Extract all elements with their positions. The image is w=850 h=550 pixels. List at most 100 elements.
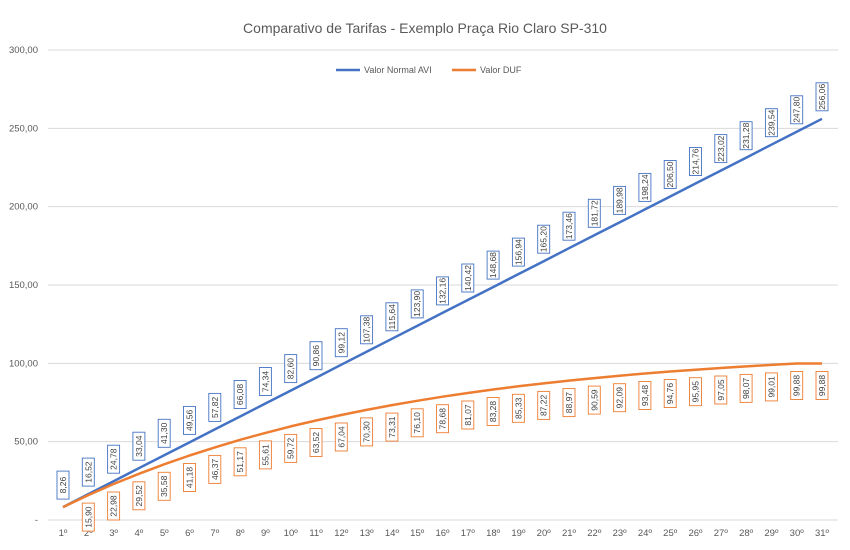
x-tick-label: 29º bbox=[764, 528, 779, 539]
data-label-text: 87,22 bbox=[539, 394, 549, 416]
data-label-text: 51,17 bbox=[235, 451, 245, 473]
x-tick-label: 8º bbox=[236, 528, 245, 539]
x-tick-label: 27º bbox=[714, 528, 729, 539]
data-label-text: 76,10 bbox=[412, 412, 422, 434]
data-label-text: 99,88 bbox=[792, 375, 802, 397]
data-label-text: 83,28 bbox=[488, 401, 498, 423]
data-label-avi: 123,90 bbox=[410, 289, 424, 319]
data-label-box bbox=[689, 377, 702, 407]
data-label-box bbox=[537, 224, 551, 254]
data-label-avi: 57,82 bbox=[208, 392, 222, 422]
x-tick-label: 26º bbox=[688, 528, 703, 539]
data-label-duf: 94,76 bbox=[663, 379, 677, 408]
data-label-box bbox=[132, 431, 146, 461]
data-label-avi: 115,64 bbox=[385, 302, 399, 332]
data-label-avi: 49,56 bbox=[183, 405, 196, 435]
data-label-box bbox=[107, 444, 121, 474]
data-label-avi: 107,38 bbox=[360, 315, 374, 345]
data-label-box bbox=[132, 481, 146, 511]
data-label-text: 15,90 bbox=[83, 506, 93, 528]
y-tick-label: 50,00 bbox=[14, 437, 38, 448]
data-label-duf: 87,22 bbox=[537, 390, 551, 420]
data-label-text: 165,20 bbox=[539, 226, 549, 252]
y-tick-label: 250,00 bbox=[9, 123, 38, 134]
data-label-box bbox=[511, 393, 525, 423]
x-tick-label: 17º bbox=[461, 528, 476, 539]
data-label-box bbox=[815, 371, 829, 400]
data-label-avi: 247,80 bbox=[790, 95, 804, 125]
data-label-duf: 88,97 bbox=[562, 388, 576, 418]
data-label-box bbox=[739, 373, 753, 403]
data-label-duf: 83,28 bbox=[486, 397, 500, 426]
data-label-box bbox=[208, 454, 222, 484]
data-label-text: 41,18 bbox=[185, 467, 195, 489]
data-label-text: 231,28 bbox=[741, 122, 751, 148]
data-label-box bbox=[360, 417, 374, 447]
data-label-duf: 95,95 bbox=[689, 377, 702, 407]
data-label-text: 99,01 bbox=[766, 376, 776, 398]
data-label-duf: 67,04 bbox=[334, 422, 348, 452]
data-label-avi: 90,86 bbox=[309, 341, 323, 371]
y-tick-label: 200,00 bbox=[9, 202, 38, 213]
x-tick-label: 28º bbox=[739, 528, 754, 539]
data-label-box bbox=[764, 372, 778, 402]
data-label-text: 99,12 bbox=[336, 332, 346, 354]
data-label-text: 98,07 bbox=[741, 377, 751, 399]
x-tick-label: 2º bbox=[84, 528, 93, 539]
data-label-box bbox=[638, 381, 652, 410]
data-label-avi: 148,68 bbox=[486, 250, 500, 280]
data-label-text: 256,06 bbox=[817, 84, 827, 110]
data-label-text: 99,88 bbox=[817, 375, 827, 397]
data-label-text: 198,24 bbox=[640, 174, 650, 200]
x-tick-label: 3º bbox=[109, 528, 118, 539]
data-label-avi: 181,72 bbox=[587, 198, 601, 228]
data-label-avi: 223,02 bbox=[714, 134, 728, 164]
data-label-box bbox=[613, 185, 627, 215]
data-label-box bbox=[461, 263, 475, 293]
data-label-box bbox=[790, 371, 804, 400]
data-label-box bbox=[208, 392, 222, 422]
x-tick-label: 15º bbox=[410, 528, 425, 539]
data-label-text: 181,72 bbox=[589, 200, 599, 226]
data-label-text: 140,42 bbox=[463, 265, 473, 291]
data-label-duf: 90,59 bbox=[587, 385, 601, 415]
data-label-avi: 140,42 bbox=[461, 263, 475, 293]
x-axis: 1º 2º 3º 4º 5º 6º 7º 8º 9º 10º 11º 12º 13º 14º 15º 16º 1… bbox=[59, 528, 830, 539]
data-label-text: 223,02 bbox=[716, 135, 726, 161]
x-tick-label: 24º bbox=[638, 528, 653, 539]
data-label-box bbox=[613, 383, 627, 413]
data-label-box bbox=[562, 388, 576, 418]
data-label-text: 90,59 bbox=[589, 389, 599, 411]
data-label-box bbox=[309, 428, 323, 457]
data-label-text: 63,52 bbox=[311, 432, 321, 454]
y-tick-label: 150,00 bbox=[9, 280, 38, 291]
y-axis: - 50,00 100,00 150,00 200,00 250,00 300,00 bbox=[9, 45, 38, 526]
data-label-text: 73,31 bbox=[387, 416, 397, 438]
data-label-text: 78,68 bbox=[438, 408, 448, 430]
data-label-box bbox=[410, 408, 424, 438]
x-tick-label: 12º bbox=[334, 528, 349, 539]
data-label-duf: 97,05 bbox=[714, 375, 728, 405]
data-label-avi: 156,94 bbox=[511, 237, 525, 267]
chart-title: Comparativo de Tarifas - Exemplo Praça R… bbox=[243, 20, 607, 36]
data-label-box bbox=[587, 198, 601, 228]
y-tick-label: 300,00 bbox=[9, 45, 38, 56]
data-label-text: 97,05 bbox=[716, 379, 726, 401]
data-label-duf: 55,61 bbox=[258, 440, 272, 470]
data-label-text: 22,98 bbox=[109, 495, 119, 517]
data-label-box bbox=[81, 502, 95, 532]
data-label-duf: 46,37 bbox=[208, 454, 222, 484]
data-label-box bbox=[157, 471, 171, 501]
data-label-box bbox=[815, 82, 829, 112]
y-tick-label: - bbox=[35, 515, 38, 526]
data-label-box bbox=[511, 237, 525, 267]
data-label-box bbox=[663, 160, 677, 189]
x-tick-label: 25º bbox=[663, 528, 678, 539]
x-tick-label: 14º bbox=[385, 528, 400, 539]
data-label-text: 82,60 bbox=[286, 358, 296, 380]
data-label-text: 46,37 bbox=[210, 458, 220, 480]
data-label-box bbox=[233, 447, 247, 477]
data-label-box bbox=[764, 108, 778, 138]
data-label-duf: 99,88 bbox=[815, 371, 829, 400]
